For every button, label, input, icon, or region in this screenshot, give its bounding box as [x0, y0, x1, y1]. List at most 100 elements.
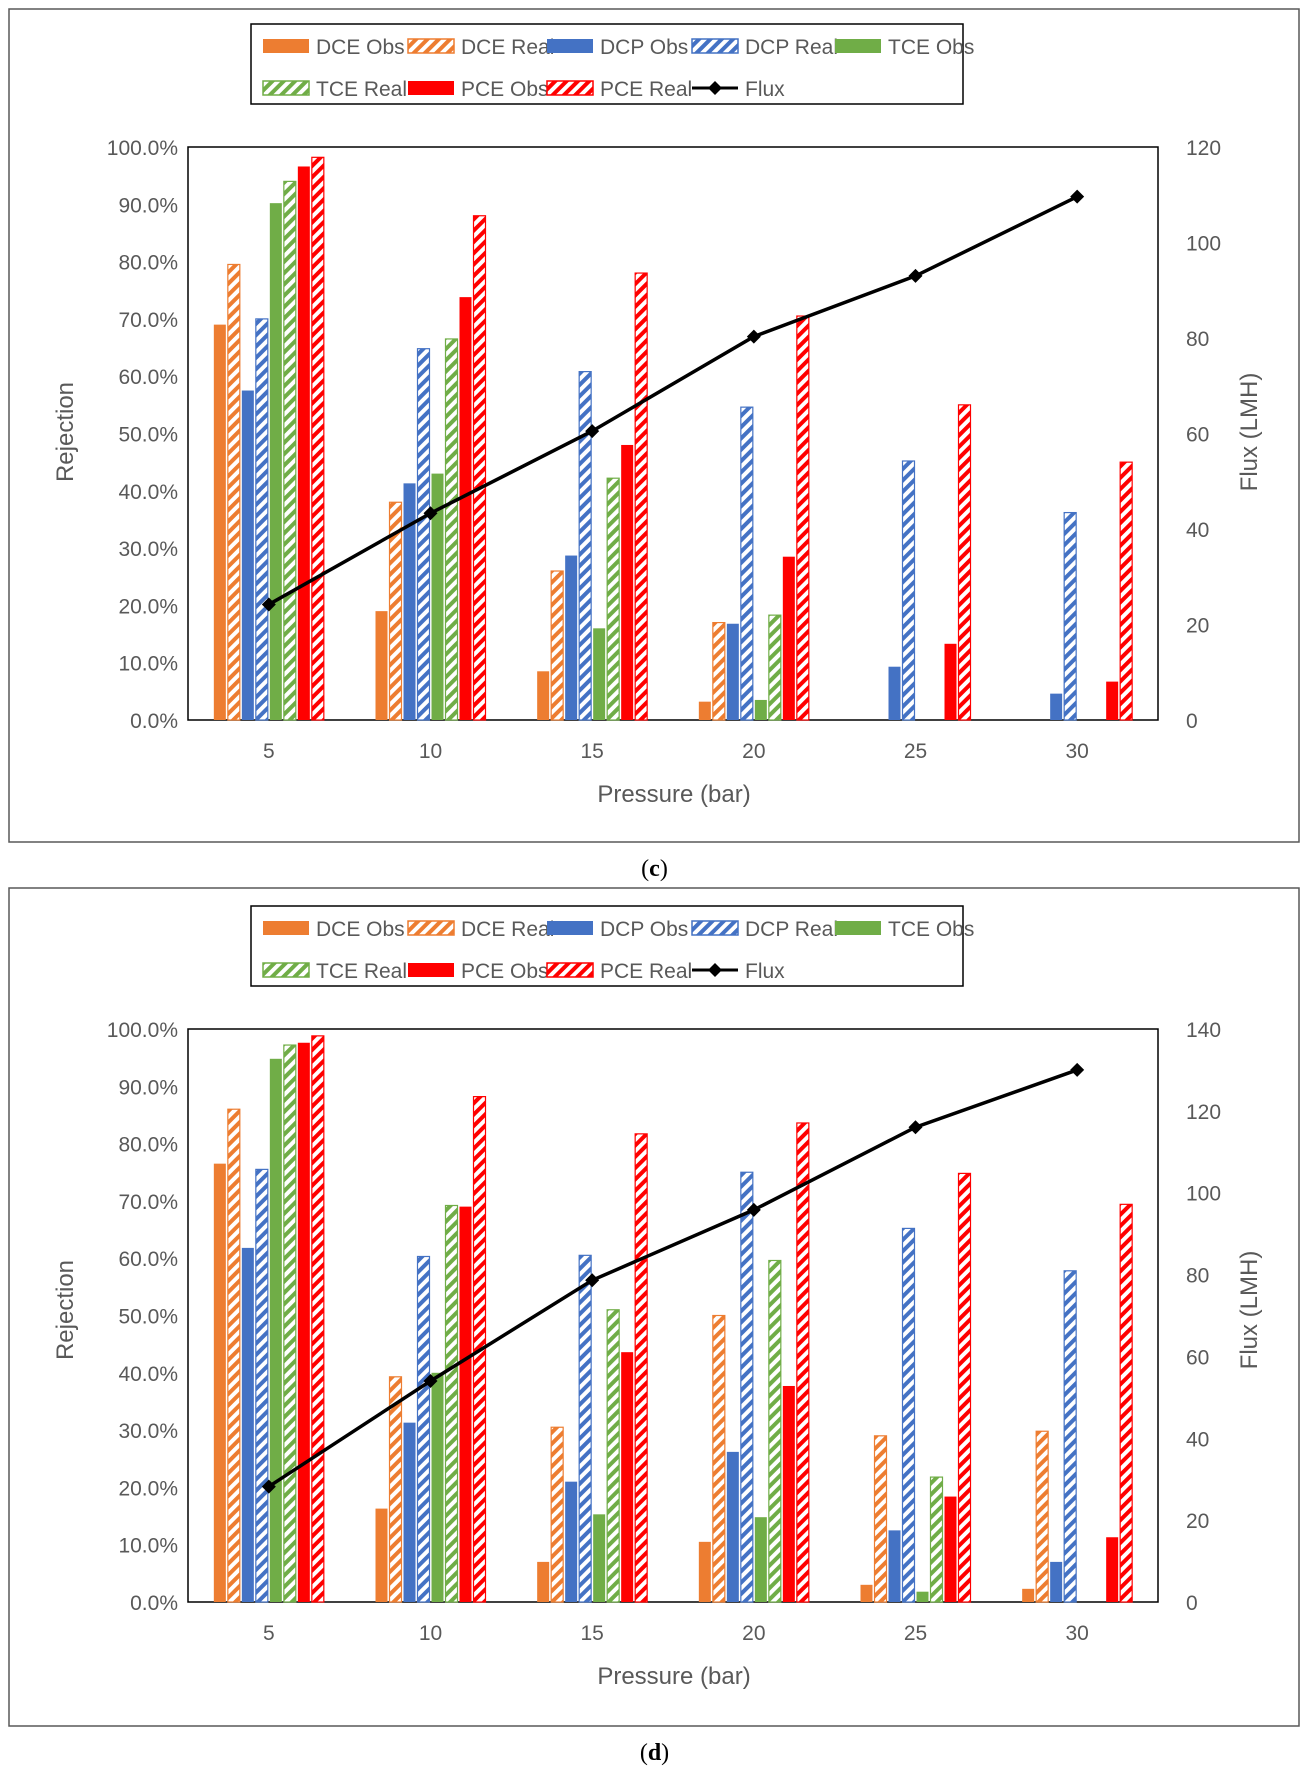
legend-item-tce-real: TCE Real [262, 78, 407, 101]
bar-dce-obs-10 [375, 1508, 388, 1602]
bar-dce-obs-15 [537, 671, 550, 720]
y-tick-label: 100.0% [107, 137, 178, 160]
legend-swatch-pce-real [546, 80, 594, 96]
bar-tce-real-15 [606, 1309, 620, 1603]
bar-pce-real-15 [634, 1133, 648, 1603]
legend-item-dce-obs: DCE Obs [263, 36, 405, 59]
caption-c: (c) [641, 856, 668, 882]
legend-item-dcp-real: DCP Real [691, 36, 838, 59]
legend-label: DCE Real [461, 918, 554, 941]
legend-swatch-tce-real [262, 962, 310, 978]
x-tick-label: 20 [742, 740, 765, 763]
legend-swatch-pce-obs [408, 81, 454, 95]
legend-item-pce-obs: PCE Obs [408, 960, 549, 983]
flux-line-group [261, 1062, 1085, 1494]
bar-pce-obs-30 [1106, 681, 1119, 720]
chart-panel-c: DCE Obs DCE Real DCP Obs DCP Real TCE Obs TCE… [8, 8, 1300, 843]
y-tick-label: 40.0% [118, 481, 178, 504]
series-dcp-real [255, 318, 1077, 721]
bar-tce-real-5 [283, 1044, 297, 1603]
bar-dcp-obs-15 [565, 555, 578, 720]
bar-dce-obs-20 [698, 701, 711, 720]
y-tick-label: 0.0% [130, 1592, 178, 1615]
y-tick-label: 70.0% [118, 309, 178, 332]
bar-dce-real-5 [227, 263, 241, 721]
bar-dce-obs-25 [860, 1584, 873, 1602]
x-tick-label: 5 [263, 1622, 275, 1645]
legend-label: PCE Real [600, 960, 692, 983]
legend-marker-flux [708, 81, 722, 95]
y-tick-label: 80.0% [118, 252, 178, 275]
flux-line-group [261, 189, 1085, 612]
bar-pce-obs-25 [944, 1496, 957, 1602]
series-pce-obs [297, 1042, 1119, 1602]
series-dce-real [227, 1108, 1049, 1603]
bar-dcp-obs-5 [241, 1247, 254, 1602]
bar-pce-obs-20 [782, 1385, 795, 1602]
flux-point-20 [746, 1202, 761, 1217]
x-tick-label: 30 [1065, 1622, 1088, 1645]
bar-pce-obs-5 [297, 1042, 310, 1602]
legend-item-pce-real: PCE Real [546, 960, 692, 983]
y2-tick-label: 60 [1186, 424, 1209, 447]
x-axis-title: Pressure (bar) [597, 1663, 750, 1690]
bar-dce-obs-30 [1022, 1588, 1035, 1602]
legend-item-dce-obs: DCE Obs [263, 918, 405, 941]
x-tick-label: 25 [904, 1622, 927, 1645]
series-pce-real [311, 1035, 1133, 1603]
y-tick-label: 70.0% [118, 1191, 178, 1214]
y-axis-title: Rejection [52, 382, 79, 482]
axes: 0.0% 10.0% 20.0% 30.0% 40.0% 50.0% 60.0% 70.0% 8… [107, 1019, 1221, 1645]
x-tick-label: 10 [419, 1622, 442, 1645]
flux-point-15 [585, 424, 600, 439]
legend-label: DCP Obs [600, 36, 688, 59]
legend-label: DCP Real [745, 36, 838, 59]
bar-pce-obs-5 [297, 166, 310, 720]
bar-dcp-obs-10 [403, 1422, 416, 1602]
series-tce-real [283, 1044, 944, 1603]
bar-dcp-obs-20 [726, 623, 739, 720]
legend-item-dcp-obs: DCP Obs [547, 918, 688, 941]
y2-tick-label: 80 [1186, 328, 1209, 351]
flux-point-20 [746, 329, 761, 344]
bar-pce-obs-15 [621, 1352, 634, 1602]
bar-pce-obs-15 [621, 444, 634, 720]
legend: DCE Obs DCE Real DCP Obs DCP Real TCE Obs TCE… [250, 23, 974, 105]
chart-frame [8, 887, 1300, 1727]
legend-label: DCP Obs [600, 918, 688, 941]
legend-box [250, 23, 964, 105]
bar-pce-real-30 [1119, 461, 1133, 721]
bar-pce-real-30 [1119, 1203, 1133, 1603]
bar-dcp-real-15 [578, 1254, 592, 1603]
bar-series-group [213, 156, 1133, 721]
y-tick-label: 0.0% [130, 710, 178, 733]
bar-pce-obs-30 [1106, 1537, 1119, 1602]
bar-dcp-obs-5 [241, 390, 254, 720]
bar-dce-real-10 [388, 1376, 403, 1603]
legend-swatch-dcp-obs [547, 39, 593, 53]
legend-swatch-dcp-obs [547, 921, 593, 935]
bar-dcp-obs-10 [403, 483, 416, 720]
x-tick-label: 15 [580, 740, 603, 763]
bar-dce-obs-5 [213, 1163, 226, 1602]
bar-dcp-real-15 [578, 371, 592, 721]
bar-dcp-obs-30 [1050, 693, 1063, 720]
legend-label: DCP Real [745, 918, 838, 941]
axes: 0.0% 10.0% 20.0% 30.0% 40.0% 50.0% 60.0% 70.0% 8… [107, 137, 1221, 763]
bar-dce-obs-15 [537, 1561, 550, 1602]
legend-label: DCE Obs [316, 36, 405, 59]
legend-swatch-tce-real [262, 80, 310, 96]
legend-label: Flux [745, 78, 785, 101]
bar-tce-real-20 [768, 1259, 782, 1603]
x-tick-label: 15 [580, 1622, 603, 1645]
bar-dce-real-25 [873, 1435, 888, 1603]
flux-point-25 [908, 268, 923, 283]
legend-item-dcp-real: DCP Real [691, 918, 838, 941]
legend-item-dce-real: DCE Real [407, 918, 554, 941]
bar-dcp-obs-15 [565, 1481, 578, 1602]
flux-point-10 [423, 506, 438, 521]
y-tick-label: 10.0% [118, 653, 178, 676]
y-tick-label: 40.0% [118, 1363, 178, 1386]
legend-swatch-tce-obs [835, 39, 881, 53]
y-tick-label: 60.0% [118, 366, 178, 389]
